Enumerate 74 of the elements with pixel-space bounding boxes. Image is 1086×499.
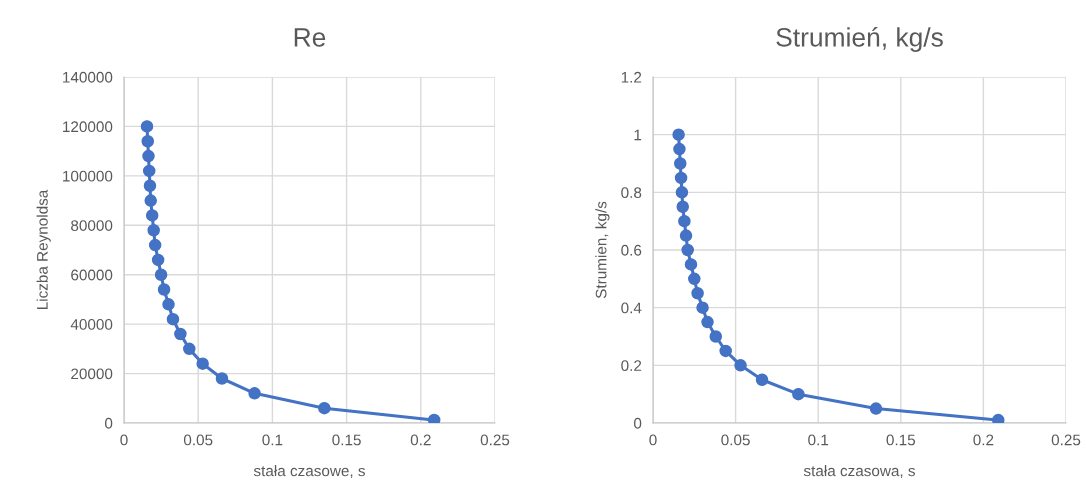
point <box>196 357 209 370</box>
point <box>673 142 686 156</box>
chart-title: Strumień, kg/s <box>776 27 943 52</box>
y-tick-label: 80000 <box>71 220 113 231</box>
point <box>696 301 709 314</box>
point <box>678 214 691 228</box>
point <box>157 283 171 296</box>
point <box>151 253 165 267</box>
x-tick-label: 0.2 <box>410 434 431 446</box>
point <box>143 179 157 192</box>
point <box>684 258 698 271</box>
point <box>688 272 701 286</box>
y-tick-label: 100000 <box>63 170 113 182</box>
point <box>719 344 732 358</box>
point <box>691 286 704 300</box>
y-tick-label: 0.6 <box>621 244 642 256</box>
y-tick-label: 0.2 <box>621 360 642 372</box>
point <box>154 268 168 281</box>
point <box>674 171 688 185</box>
y-axis-title: Liczba Reynoldsa <box>36 189 51 310</box>
y-tick-label: 140000 <box>63 71 113 83</box>
point <box>869 402 883 415</box>
point <box>141 135 154 148</box>
point <box>174 327 187 341</box>
x-tick-label: 0.05 <box>183 434 213 446</box>
y-tick-label: 0.8 <box>621 187 642 199</box>
point <box>145 209 159 222</box>
x-axis-title: stała czasowe, s <box>253 465 365 479</box>
point <box>681 243 694 257</box>
point <box>215 372 229 385</box>
point <box>792 387 805 401</box>
chart-title: Re <box>294 28 326 47</box>
point <box>140 120 154 133</box>
point <box>427 413 441 423</box>
x-axis-title: stała czasowa, s <box>803 465 915 479</box>
x-tick-label: 0.05 <box>721 434 750 446</box>
point <box>166 312 180 326</box>
y-tick-label: 1.2 <box>621 71 642 83</box>
point <box>701 315 714 329</box>
y-tick-label: 0 <box>633 417 642 429</box>
x-tick-label: 0.1 <box>808 434 829 446</box>
point <box>142 164 156 178</box>
point <box>183 342 196 356</box>
y-tick-label: 1 <box>634 129 642 141</box>
point <box>148 238 162 252</box>
x-tick-label: 0 <box>649 434 657 446</box>
point <box>679 229 693 242</box>
point <box>672 128 685 141</box>
point <box>734 359 747 372</box>
point <box>318 401 331 415</box>
point <box>144 194 157 207</box>
point <box>709 330 723 343</box>
y-tick-label: 60000 <box>71 269 113 281</box>
x-tick-label: 0.1 <box>262 434 283 446</box>
point <box>675 186 689 199</box>
x-tick-label: 0.25 <box>1051 434 1081 446</box>
x-tick-label: 0 <box>120 434 128 446</box>
point <box>676 200 689 214</box>
point <box>147 223 160 237</box>
point <box>674 157 687 170</box>
x-tick-label: 0.15 <box>886 434 916 446</box>
point <box>755 373 769 387</box>
point <box>248 387 261 400</box>
y-tick-label: 0 <box>104 417 113 429</box>
y-tick-label: 20000 <box>71 368 113 380</box>
y-axis-title: Strumien, kg/s <box>595 201 610 299</box>
x-tick-label: 0.15 <box>332 434 361 446</box>
y-tick-label: 0.4 <box>621 302 642 314</box>
x-tick-label: 0.25 <box>480 434 510 446</box>
y-tick-label: 120000 <box>63 121 113 133</box>
y-tick-label: 40000 <box>70 319 113 330</box>
point <box>162 298 175 311</box>
x-tick-label: 0.2 <box>973 434 994 446</box>
point <box>142 149 155 163</box>
